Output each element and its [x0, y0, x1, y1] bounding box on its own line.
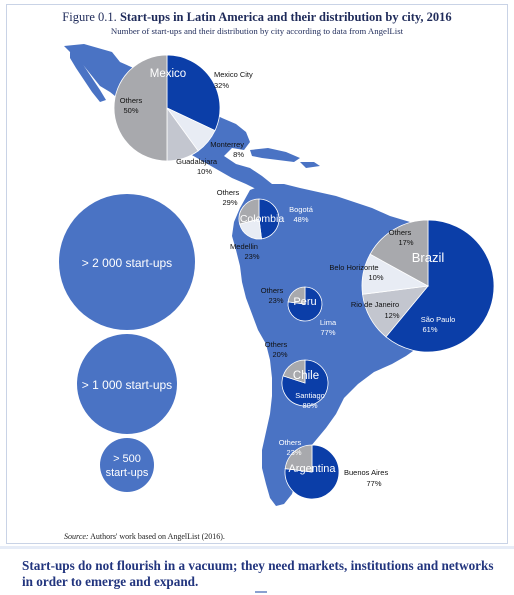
figure-title: Figure 0.1. Start-ups in Latin America a… — [0, 10, 514, 25]
legend-circle-large — [59, 194, 195, 330]
legend-small-label-line1: > 500 — [113, 453, 141, 465]
country-label-mexico: Mexico — [150, 68, 186, 80]
page-marker — [255, 591, 267, 593]
share-medellin: 23% — [244, 252, 259, 261]
share-belo-horizonte: 10% — [368, 273, 383, 282]
caption-text: Start-ups do not flourish in a vacuum; t… — [22, 558, 494, 589]
country-label-colombia: Colombia — [240, 213, 285, 225]
pie-slice-chile-others — [282, 359, 306, 384]
figure-subtitle: Number of start-ups and their distributi… — [110, 26, 404, 36]
country-label-brazil: Brazil — [412, 250, 445, 265]
share-rio: 12% — [384, 311, 399, 320]
pie-slice-mexico-mexico-city — [166, 54, 221, 132]
source-note: Source: Authors' work based on AngelList… — [64, 532, 225, 541]
label-buenos-aires: Buenos Aires — [344, 468, 388, 477]
label-argentina-others: Others — [279, 438, 302, 447]
share-argentina-others: 23% — [286, 448, 301, 457]
label-bogota: Bogotá — [289, 205, 314, 214]
figure-number: Figure 0.1. — [62, 10, 117, 24]
figure-frame — [6, 4, 508, 544]
legend-circle-small — [100, 438, 154, 492]
label-peru-others: Others — [261, 286, 284, 295]
label-mexico-others: Others — [120, 96, 143, 105]
share-mexico-others: 50% — [123, 106, 138, 115]
label-mexico-city: Mexico City — [214, 70, 253, 79]
label-brazil-others: Others — [389, 228, 412, 237]
figure-title-text: Start-ups in Latin America and their dis… — [119, 10, 452, 24]
share-buenos-aires: 77% — [366, 479, 381, 488]
country-label-argentina: Argentina — [288, 463, 336, 475]
country-labels: Mexico Colombia Peru Brazil Chile Argent… — [150, 68, 445, 475]
share-chile-others: 20% — [272, 350, 287, 359]
share-lima: 77% — [320, 328, 335, 337]
source-text: Authors' work based on AngelList (2016). — [90, 532, 225, 541]
share-brazil-others: 17% — [398, 238, 413, 247]
share-mexico-city: 32% — [214, 81, 229, 90]
label-sao-paulo: São Paulo — [421, 315, 456, 324]
share-guadalajara: 10% — [197, 167, 212, 176]
share-peru-others: 23% — [268, 296, 283, 305]
pie-slice-peru-others — [287, 286, 306, 305]
size-legend: > 2 000 start-ups > 1 000 start-ups > 50… — [59, 194, 195, 492]
share-colombia-others: 29% — [222, 198, 237, 207]
country-label-peru: Peru — [293, 296, 316, 308]
label-belo-horizonte: Belo Horizonte — [329, 263, 378, 272]
share-santiago: 80% — [302, 401, 317, 410]
pie-argentina — [284, 444, 340, 500]
label-chile-others: Others — [265, 340, 288, 349]
label-rio: Rio de Janeiro — [351, 300, 399, 309]
legend-small-label-line2: start-ups — [106, 467, 149, 479]
pie-peru — [287, 286, 323, 322]
pie-brazil — [361, 219, 495, 353]
share-sao-paulo: 61% — [422, 325, 437, 334]
city-labels: Mexico City 32% Monterrey 8% Guadalajara… — [120, 70, 456, 488]
share-monterrey: 8% — [233, 150, 244, 159]
label-medellin: Medellin — [230, 242, 258, 251]
label-lima: Lima — [320, 318, 337, 327]
divider-bar — [0, 546, 514, 549]
pie-slice-colombia-others — [238, 198, 260, 225]
legend-circle-medium — [77, 334, 177, 434]
label-monterrey: Monterrey — [210, 140, 244, 149]
legend-medium-label: > 1 000 start-ups — [82, 378, 172, 392]
pie-slice-colombia-bogot- — [258, 198, 280, 240]
pie-slice-argentina-others — [284, 444, 313, 473]
pie-slice-mexico-others — [113, 54, 168, 162]
label-colombia-others: Others — [217, 188, 240, 197]
label-santiago: Santiago — [295, 391, 325, 400]
pie-slice-brazil-others — [369, 219, 429, 287]
source-label: Source: — [64, 532, 89, 541]
pie-mexico — [113, 54, 221, 162]
caribbean-small-land — [300, 162, 320, 168]
pie-slice-brazil-s-o-paulo — [385, 219, 495, 353]
pie-colombia — [238, 198, 280, 240]
country-label-chile: Chile — [293, 370, 319, 382]
label-guadalajara: Guadalajara — [176, 157, 218, 166]
baja-land — [70, 52, 106, 102]
legend-large-label: > 2 000 start-ups — [82, 256, 172, 270]
pie-chile — [281, 359, 329, 407]
share-bogota: 48% — [293, 215, 308, 224]
caribbean-land — [250, 148, 300, 162]
